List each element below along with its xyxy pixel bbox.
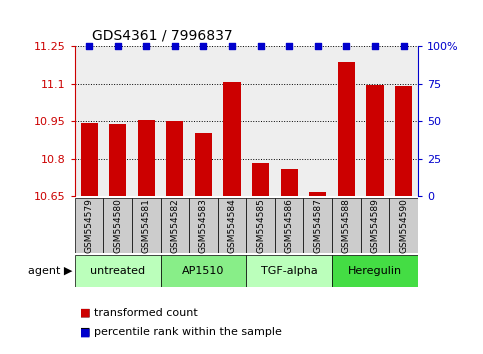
Point [257, 43, 265, 49]
Point [114, 43, 122, 49]
Bar [281, 169, 298, 196]
Text: Heregulin: Heregulin [348, 266, 402, 276]
Point [371, 43, 379, 49]
Bar [338, 62, 355, 196]
Bar [332, 198, 361, 253]
Bar [160, 255, 246, 287]
Point [228, 43, 236, 49]
Text: GSM554581: GSM554581 [142, 198, 151, 253]
Text: untreated: untreated [90, 266, 145, 276]
Text: ■ transformed count: ■ transformed count [80, 308, 198, 318]
Point [85, 43, 93, 49]
Bar [195, 132, 212, 196]
Bar [103, 198, 132, 253]
Bar [367, 85, 384, 196]
Text: ■: ■ [80, 308, 90, 318]
Text: GSM554586: GSM554586 [284, 198, 294, 253]
Text: GSM554584: GSM554584 [227, 198, 237, 253]
Text: GSM554589: GSM554589 [370, 198, 380, 253]
Text: GSM554585: GSM554585 [256, 198, 265, 253]
Text: GSM554588: GSM554588 [342, 198, 351, 253]
Bar [218, 198, 246, 253]
Text: agent ▶: agent ▶ [28, 266, 72, 276]
Bar [246, 255, 332, 287]
Bar [252, 162, 269, 196]
Text: GSM554590: GSM554590 [399, 198, 408, 253]
Text: GDS4361 / 7996837: GDS4361 / 7996837 [92, 28, 233, 42]
Text: GSM554583: GSM554583 [199, 198, 208, 253]
Bar [138, 120, 155, 196]
Bar [75, 198, 103, 253]
Point [285, 43, 293, 49]
Bar [275, 198, 303, 253]
Bar [81, 123, 98, 196]
Point [342, 43, 350, 49]
Point [314, 43, 322, 49]
Bar [109, 124, 127, 196]
Text: AP1510: AP1510 [182, 266, 225, 276]
Text: TGF-alpha: TGF-alpha [261, 266, 317, 276]
Text: GSM554579: GSM554579 [85, 198, 94, 253]
Bar [395, 86, 412, 196]
Text: ■ percentile rank within the sample: ■ percentile rank within the sample [80, 327, 282, 337]
Bar [246, 198, 275, 253]
Text: ■: ■ [80, 327, 90, 337]
Text: GSM554587: GSM554587 [313, 198, 322, 253]
Point [142, 43, 150, 49]
Text: GSM554580: GSM554580 [113, 198, 122, 253]
Bar [132, 198, 161, 253]
Bar [75, 255, 161, 287]
Bar [160, 198, 189, 253]
Point [171, 43, 179, 49]
Text: GSM554582: GSM554582 [170, 198, 179, 253]
Bar [303, 198, 332, 253]
Bar [166, 121, 184, 196]
Bar [189, 198, 218, 253]
Bar [332, 255, 418, 287]
Point [399, 43, 407, 49]
Bar [309, 192, 327, 196]
Bar [224, 82, 241, 196]
Bar [389, 198, 418, 253]
Point [199, 43, 207, 49]
Bar [361, 198, 389, 253]
